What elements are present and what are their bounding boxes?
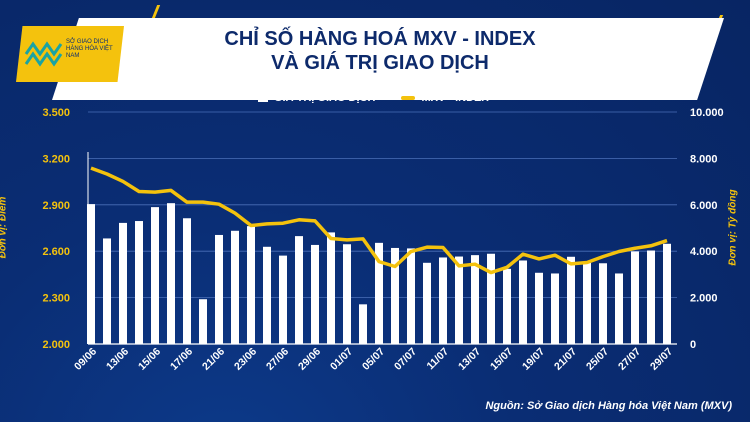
x-tick-label: 19/07 — [520, 346, 547, 373]
bar — [135, 221, 143, 344]
left-tick-label: 2.900 — [42, 200, 70, 212]
bar — [279, 255, 287, 344]
bar — [151, 207, 159, 344]
legend-line-swatch — [401, 96, 416, 100]
bar — [615, 273, 623, 344]
right-tick-label: 10.000 — [690, 107, 724, 119]
right-tick-label: 6.000 — [690, 200, 718, 212]
x-tick-label: 11/07 — [424, 346, 451, 373]
right-tick-label: 2.000 — [690, 293, 718, 305]
left-tick-label: 2.300 — [42, 293, 70, 305]
bar — [519, 260, 527, 344]
bar — [119, 222, 127, 344]
x-tick-label: 07/07 — [392, 346, 419, 373]
bar — [583, 262, 591, 344]
bar — [503, 268, 511, 344]
legend-bar-swatch — [258, 94, 268, 102]
bar — [183, 218, 191, 344]
bar — [535, 272, 543, 344]
x-tick-label: 29/07 — [648, 346, 675, 373]
left-tick-label: 3.500 — [42, 107, 70, 119]
logo-mark-icon — [24, 41, 63, 67]
left-tick-label: 2.000 — [42, 339, 70, 351]
chart-title-line2: VÀ GIÁ TRỊ GIAO DỊCH — [271, 52, 489, 74]
x-tick-label: 29/06 — [296, 346, 323, 373]
bar — [359, 304, 367, 344]
bar — [199, 299, 207, 344]
x-tick-label: 23/06 — [232, 346, 259, 373]
bar — [263, 246, 271, 344]
bar — [631, 251, 639, 344]
x-tick-label: 05/07 — [360, 346, 387, 373]
x-tick-label: 27/07 — [616, 346, 643, 373]
right-tick-label: 4.000 — [690, 246, 718, 258]
bar — [247, 226, 255, 344]
bar — [423, 262, 431, 344]
right-tick-label: 8.000 — [690, 153, 718, 165]
bar — [295, 236, 303, 344]
left-tick-label: 3.200 — [42, 153, 70, 165]
left-tick-label: 2.600 — [42, 246, 70, 258]
bar — [663, 243, 671, 344]
mxv-logo: SỞ GIAO DỊCH HÀNG HÓA VIỆT NAM — [16, 26, 124, 82]
bar — [599, 263, 607, 344]
chart-title-line1: CHỈ SỐ HÀNG HOÁ MXV - INDEX — [224, 28, 536, 50]
legend: GIÁ TRỊ GIAO DỊCH MXV - INDEX — [258, 92, 489, 104]
bar — [231, 230, 239, 344]
bar — [87, 204, 95, 344]
x-tick-label: 27/06 — [264, 346, 291, 373]
bar — [407, 248, 415, 344]
x-tick-label: 01/07 — [328, 346, 355, 373]
x-tick-label: 21/07 — [552, 346, 579, 373]
bar — [391, 247, 399, 344]
bar — [551, 273, 559, 344]
x-tick-label: 13/07 — [456, 346, 483, 373]
right-tick-label: 0 — [690, 339, 696, 351]
bar — [487, 253, 495, 344]
legend-label-line: MXV - INDEX — [421, 92, 489, 104]
bar — [471, 255, 479, 344]
bar — [167, 203, 175, 344]
bar — [455, 256, 463, 344]
x-tick-label: 21/06 — [200, 346, 227, 373]
bar — [311, 244, 319, 344]
bar — [343, 244, 351, 344]
bar — [567, 256, 575, 344]
bar — [375, 242, 383, 344]
source-note: Nguồn: Sở Giao dịch Hàng hóa Việt Nam (M… — [485, 400, 732, 412]
x-tick-label: 25/07 — [584, 346, 611, 373]
legend-label-bars: GIÁ TRỊ GIAO DỊCH — [274, 92, 376, 104]
x-tick-label: 15/07 — [488, 346, 515, 373]
bar — [103, 238, 111, 344]
x-tick-label: 17/06 — [168, 346, 195, 373]
x-tick-label: 15/06 — [136, 346, 163, 373]
bar — [439, 257, 447, 344]
bar — [647, 250, 655, 344]
x-tick-label: 09/06 — [72, 346, 99, 373]
bar — [215, 234, 223, 344]
bar — [327, 232, 335, 344]
title-banner — [52, 18, 724, 100]
x-tick-label: 13/06 — [104, 346, 131, 373]
logo-text: SỞ GIAO DỊCH HÀNG HÓA VIỆT NAM — [66, 39, 113, 59]
